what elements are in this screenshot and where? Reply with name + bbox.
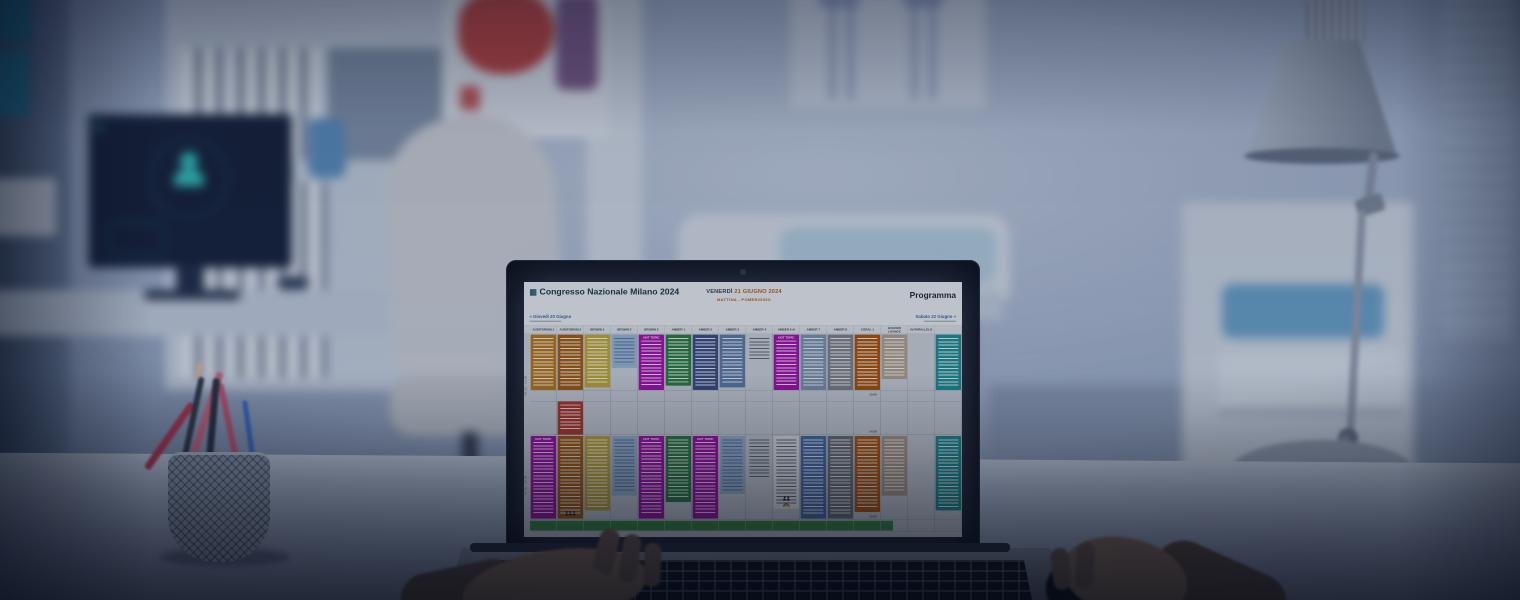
left-finger — [643, 542, 662, 588]
right-finger — [1074, 541, 1096, 589]
